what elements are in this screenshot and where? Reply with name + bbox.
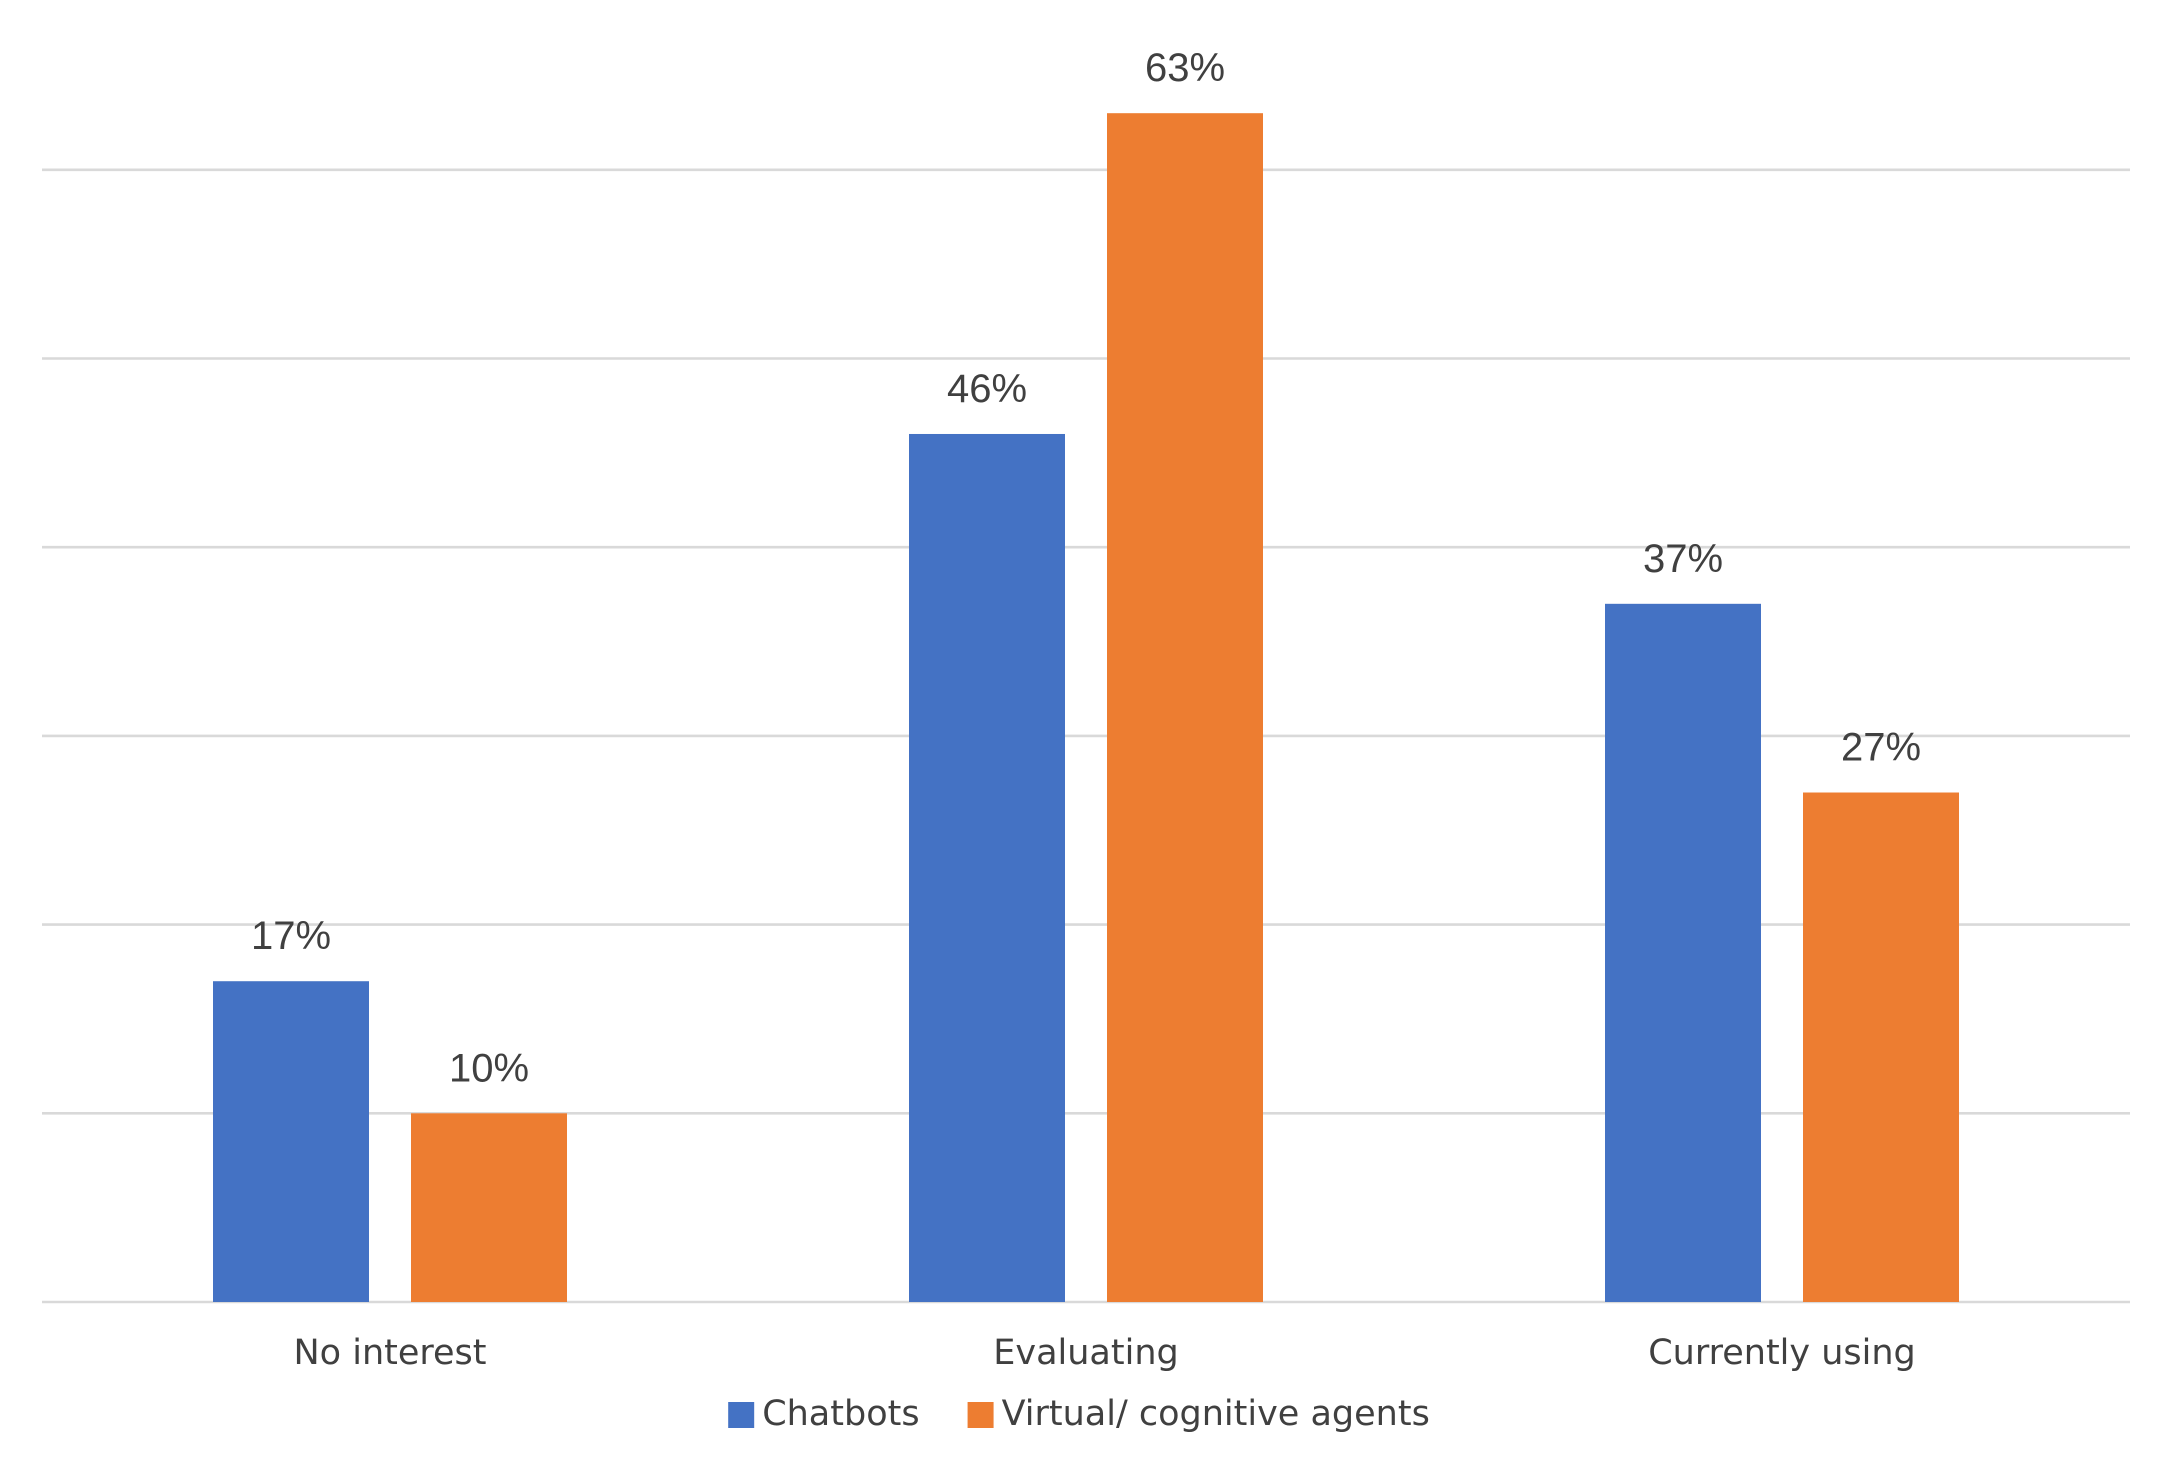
legend-swatch-0: [728, 1402, 755, 1428]
data-label-chatbots-1: 46%: [947, 367, 1027, 411]
data-label-virtual-cognitive-agents-1: 63%: [1145, 46, 1225, 90]
gridlines: [42, 168, 2130, 1304]
data-label-virtual-cognitive-agents-0: 10%: [449, 1046, 529, 1090]
bar-virtual-cognitive-agents-1: [1107, 113, 1263, 1303]
legend-label-1: Virtual/ cognitive agents: [1002, 1394, 1430, 1434]
legend-item-0: Chatbots: [728, 1394, 920, 1434]
data-label-chatbots-0: 17%: [251, 914, 331, 958]
bars: [213, 113, 1959, 1303]
data-label-chatbots-2: 37%: [1643, 537, 1723, 581]
category-label-2: Currently using: [1648, 1333, 1916, 1373]
legend-label-0: Chatbots: [762, 1394, 919, 1434]
bar-virtual-cognitive-agents-2: [1803, 792, 1959, 1302]
legend: Chatbots Virtual/ cognitive agents: [728, 1394, 1430, 1434]
bar-virtual-cognitive-agents-0: [411, 1113, 567, 1302]
legend-item-1: Virtual/ cognitive agents: [967, 1394, 1430, 1434]
category-label-1: Evaluating: [993, 1333, 1178, 1373]
bar-chatbots-1: [909, 433, 1065, 1303]
data-labels: 17% 10% 46% 63% 37% 27%: [251, 46, 1921, 1090]
category-label-0: No interest: [294, 1333, 487, 1373]
category-labels: No interest Evaluating Currently using: [294, 1333, 1916, 1373]
bar-chatbots-0: [213, 981, 369, 1302]
data-label-virtual-cognitive-agents-2: 27%: [1841, 726, 1921, 770]
bar-chatbots-2: [1605, 603, 1761, 1302]
legend-swatch-1: [967, 1402, 994, 1428]
